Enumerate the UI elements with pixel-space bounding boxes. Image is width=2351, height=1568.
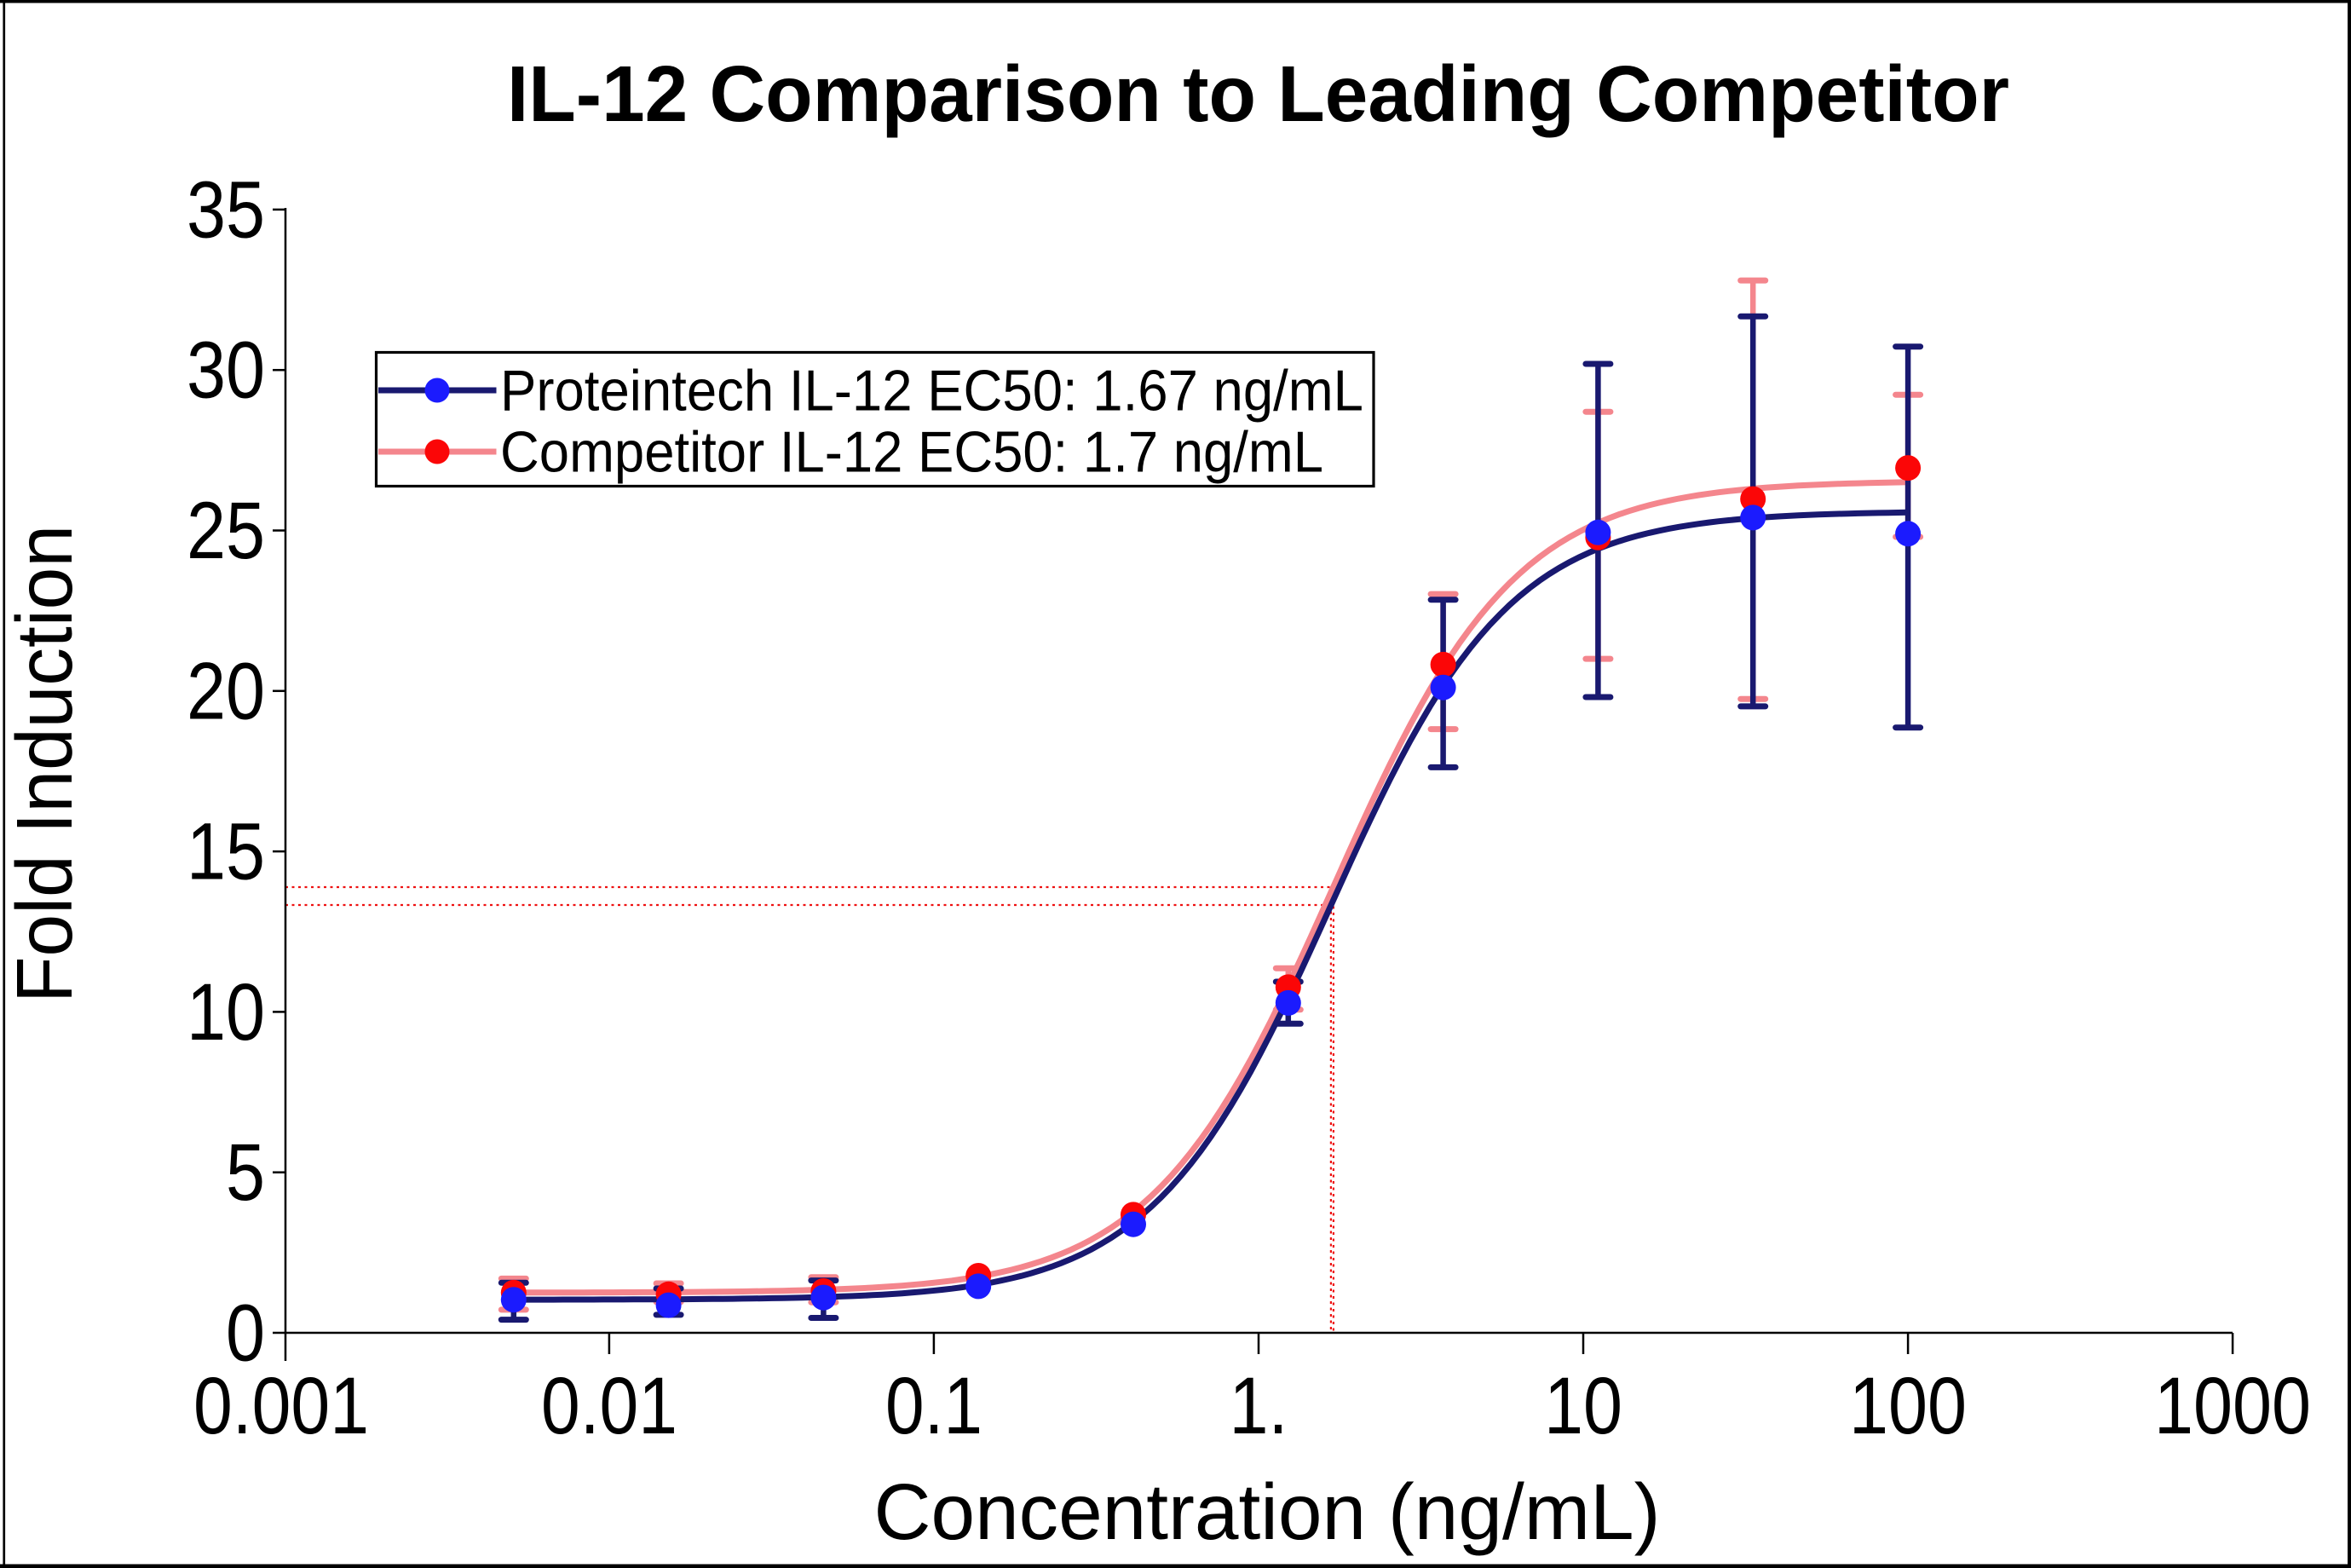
svg-text:10: 10 xyxy=(1544,1361,1622,1451)
svg-text:35: 35 xyxy=(187,164,265,255)
svg-text:5: 5 xyxy=(226,1127,265,1218)
svg-text:1000: 1000 xyxy=(2154,1361,2311,1451)
svg-text:1.: 1. xyxy=(1230,1361,1288,1451)
svg-text:20: 20 xyxy=(187,646,265,736)
svg-text:IL-12 Comparison to Leading Co: IL-12 Comparison to Leading Competitor xyxy=(507,49,2009,138)
svg-text:Competitor IL-12 EC50: 1.7 ng/: Competitor IL-12 EC50: 1.7 ng/mL xyxy=(500,420,1323,485)
svg-text:Fold Induction: Fold Induction xyxy=(0,525,89,1003)
svg-text:25: 25 xyxy=(187,486,265,576)
svg-text:30: 30 xyxy=(187,326,265,416)
svg-text:0: 0 xyxy=(226,1288,265,1379)
svg-text:15: 15 xyxy=(187,807,265,897)
svg-text:10: 10 xyxy=(187,967,265,1058)
svg-text:0.01: 0.01 xyxy=(541,1361,677,1451)
svg-text:100: 100 xyxy=(1849,1361,1967,1451)
svg-text:0.1: 0.1 xyxy=(885,1361,982,1451)
svg-text:Proteintech IL-12 EC50: 1.67 n: Proteintech IL-12 EC50: 1.67 ng/mL xyxy=(500,359,1363,424)
svg-text:Concentration (ng/mL): Concentration (ng/mL) xyxy=(874,1467,1661,1556)
svg-text:0.001: 0.001 xyxy=(193,1361,369,1451)
